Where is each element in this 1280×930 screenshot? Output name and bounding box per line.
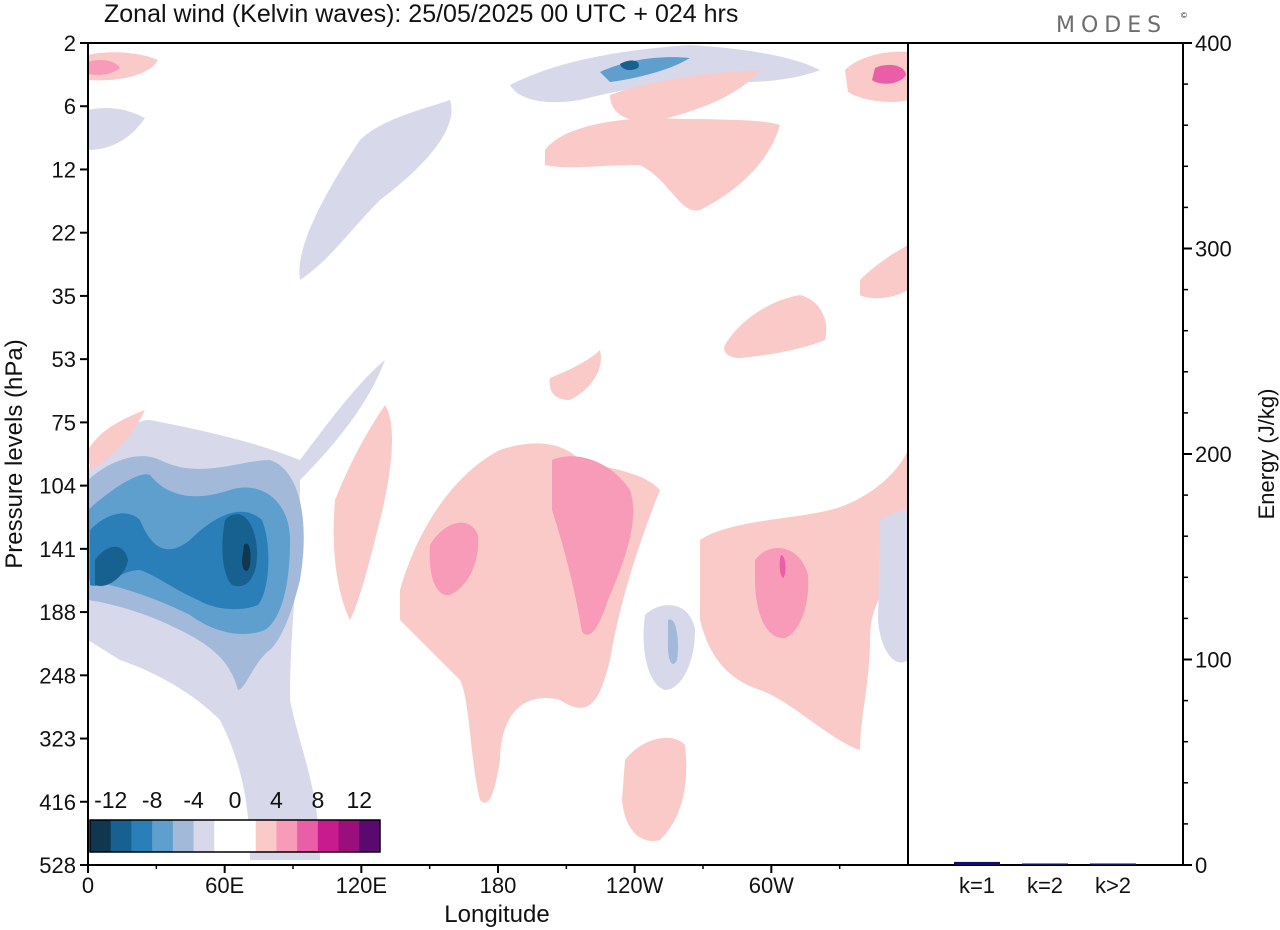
colorbar-swatch <box>90 820 112 852</box>
y-tick-label: 12 <box>52 157 76 182</box>
pos-contour-medium-a <box>429 522 479 596</box>
y-tick-label: 104 <box>39 474 76 499</box>
energy-axis: 0 100 200 300 400 <box>1183 31 1232 878</box>
colorbar-swatch <box>193 820 215 852</box>
pos-contour-strat-west-core <box>88 60 120 75</box>
y-axis-label: Pressure levels (hPa) <box>1 339 28 568</box>
x-tick-label: 120W <box>606 873 664 898</box>
y-tick-label: 323 <box>39 727 76 752</box>
colorbar-swatch <box>131 820 153 852</box>
energy-tick-label: 0 <box>1195 853 1207 878</box>
pos-contour-peak-c <box>779 555 786 578</box>
y-tick-label: 75 <box>52 410 76 435</box>
y-tick-label: 22 <box>52 221 76 246</box>
pos-contour-upper-east <box>724 295 827 358</box>
colorbar-swatch <box>276 820 298 852</box>
colorbar-swatch <box>172 820 195 852</box>
y-tick-label: 53 <box>52 347 76 372</box>
x-tick-label: 120E <box>336 873 387 898</box>
colorbar-label: -4 <box>183 787 204 813</box>
neg-contour-strat-west <box>88 107 145 150</box>
pos-contour-medium-c <box>755 548 809 639</box>
chart-title: Zonal wind (Kelvin waves): 25/05/2025 00… <box>104 0 738 28</box>
colorbar-swatch <box>110 820 132 852</box>
y-tick-label: 35 <box>52 284 76 309</box>
colorbar-label: 4 <box>270 787 283 813</box>
y-tick-label: 416 <box>39 790 76 815</box>
y-tick-label: 6 <box>64 94 76 119</box>
energy-category-label: k=1 <box>959 873 995 898</box>
colorbar-swatch <box>255 820 277 852</box>
colorbar-label: 8 <box>311 787 324 813</box>
energy-tick-label: 100 <box>1195 648 1232 673</box>
colorbar: -12 -8 -4 0 4 8 12 <box>89 787 381 853</box>
colorbar-swatch <box>297 820 319 852</box>
pos-contour-medium-b <box>552 456 634 635</box>
colorbar-frame <box>89 819 381 853</box>
pos-contour-weak-d <box>622 737 687 841</box>
neg-contour-strat-band <box>510 45 820 103</box>
brand-copyright-mark: © <box>1181 11 1187 20</box>
pos-contour-strat-edge <box>860 245 908 299</box>
y-tick-label: 528 <box>39 853 76 878</box>
energy-tick-label: 400 <box>1195 31 1232 56</box>
x-tick-label: 60W <box>749 873 794 898</box>
y-tick-label: 141 <box>39 537 76 562</box>
pos-contour-strat-band <box>545 118 780 211</box>
x-tick-label: 180 <box>480 873 517 898</box>
energy-panel-frame <box>907 42 1184 866</box>
y-tick-label: 188 <box>39 600 76 625</box>
energy-bar <box>1022 863 1068 865</box>
colorbar-swatch <box>359 820 381 852</box>
neg-contour-strat-band-peak <box>620 60 639 71</box>
colorbar-label: 0 <box>229 787 242 813</box>
colorbar-swatch <box>338 820 360 852</box>
pos-contour-strat-east-core <box>872 64 906 84</box>
pos-contour-strat-band-2 <box>610 70 760 122</box>
neg-contour-strat-band-core <box>600 57 690 82</box>
longitude-axis: 0 60E 120E 180 120W 60W <box>82 865 841 898</box>
energy-tick-label: 300 <box>1195 237 1232 262</box>
pos-contour-weak-b <box>333 405 392 620</box>
y-tick-label: 248 <box>39 663 76 688</box>
energy-bar <box>1090 863 1136 865</box>
energy-axis-label: Energy (J/kg) <box>1254 389 1279 520</box>
colorbar-label: -8 <box>142 787 162 813</box>
x-tick-label: 60E <box>205 873 244 898</box>
energy-bars: k=1 k=2 k>2 <box>954 861 1136 898</box>
y-tick-label: 2 <box>64 31 76 56</box>
energy-category-label: k=2 <box>1027 873 1063 898</box>
neg-contour-pacific-core <box>667 619 678 664</box>
x-tick-label: 0 <box>82 873 94 898</box>
neg-contour-secondary <box>95 546 128 586</box>
energy-bar <box>954 861 1000 865</box>
energy-category-label: k>2 <box>1095 873 1131 898</box>
x-axis-label: Longitude <box>444 901 549 928</box>
energy-tick-label: 200 <box>1195 442 1232 467</box>
colorbar-swatch <box>214 820 236 852</box>
colorbar-swatch <box>317 820 340 852</box>
pos-contour-upper-mid <box>549 350 601 400</box>
neg-contour-peak <box>242 543 251 572</box>
neg-contour-east-weak <box>878 510 908 663</box>
brand-logo: MODES <box>1056 13 1167 38</box>
colorbar-swatch <box>152 820 174 852</box>
colorbar-label: -12 <box>94 787 127 813</box>
pos-contour-lower-west <box>88 410 145 470</box>
contour-field <box>88 45 908 860</box>
pressure-axis: 2 6 12 22 35 53 75 104 141 188 248 323 416 528 <box>39 31 88 878</box>
colorbar-label: 12 <box>346 787 372 813</box>
colorbar-swatch <box>235 820 257 852</box>
neg-contour-strat-mid <box>299 100 452 280</box>
